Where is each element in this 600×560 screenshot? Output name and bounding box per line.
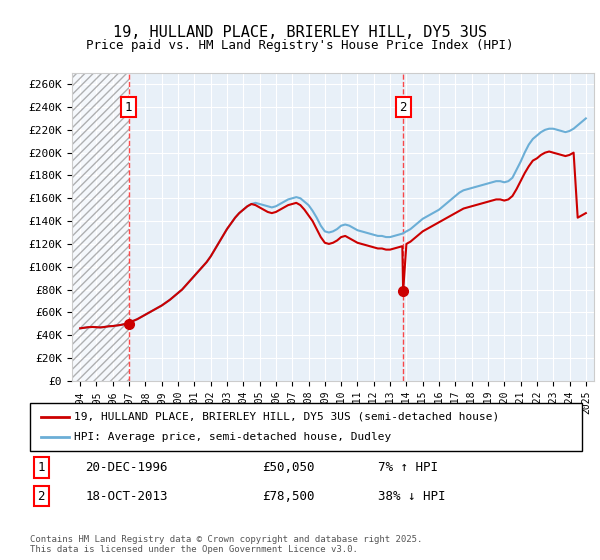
Text: 19, HULLAND PLACE, BRIERLEY HILL, DY5 3US: 19, HULLAND PLACE, BRIERLEY HILL, DY5 3U… bbox=[113, 25, 487, 40]
Text: 18-OCT-2013: 18-OCT-2013 bbox=[85, 489, 168, 503]
FancyBboxPatch shape bbox=[30, 403, 582, 451]
Bar bbox=[72, 73, 128, 381]
Text: 2: 2 bbox=[37, 489, 45, 503]
Bar bbox=[72, 73, 128, 381]
Text: 7% ↑ HPI: 7% ↑ HPI bbox=[378, 461, 438, 474]
Text: 19, HULLAND PLACE, BRIERLEY HILL, DY5 3US (semi-detached house): 19, HULLAND PLACE, BRIERLEY HILL, DY5 3U… bbox=[74, 412, 499, 422]
Text: Contains HM Land Registry data © Crown copyright and database right 2025.
This d: Contains HM Land Registry data © Crown c… bbox=[30, 535, 422, 554]
Text: 1: 1 bbox=[37, 461, 45, 474]
Text: 20-DEC-1996: 20-DEC-1996 bbox=[85, 461, 168, 474]
Text: 2: 2 bbox=[400, 101, 407, 114]
Text: HPI: Average price, semi-detached house, Dudley: HPI: Average price, semi-detached house,… bbox=[74, 432, 391, 442]
Text: £50,050: £50,050 bbox=[262, 461, 314, 474]
Text: 38% ↓ HPI: 38% ↓ HPI bbox=[378, 489, 445, 503]
Text: 1: 1 bbox=[125, 101, 133, 114]
Text: Price paid vs. HM Land Registry's House Price Index (HPI): Price paid vs. HM Land Registry's House … bbox=[86, 39, 514, 52]
Text: £78,500: £78,500 bbox=[262, 489, 314, 503]
